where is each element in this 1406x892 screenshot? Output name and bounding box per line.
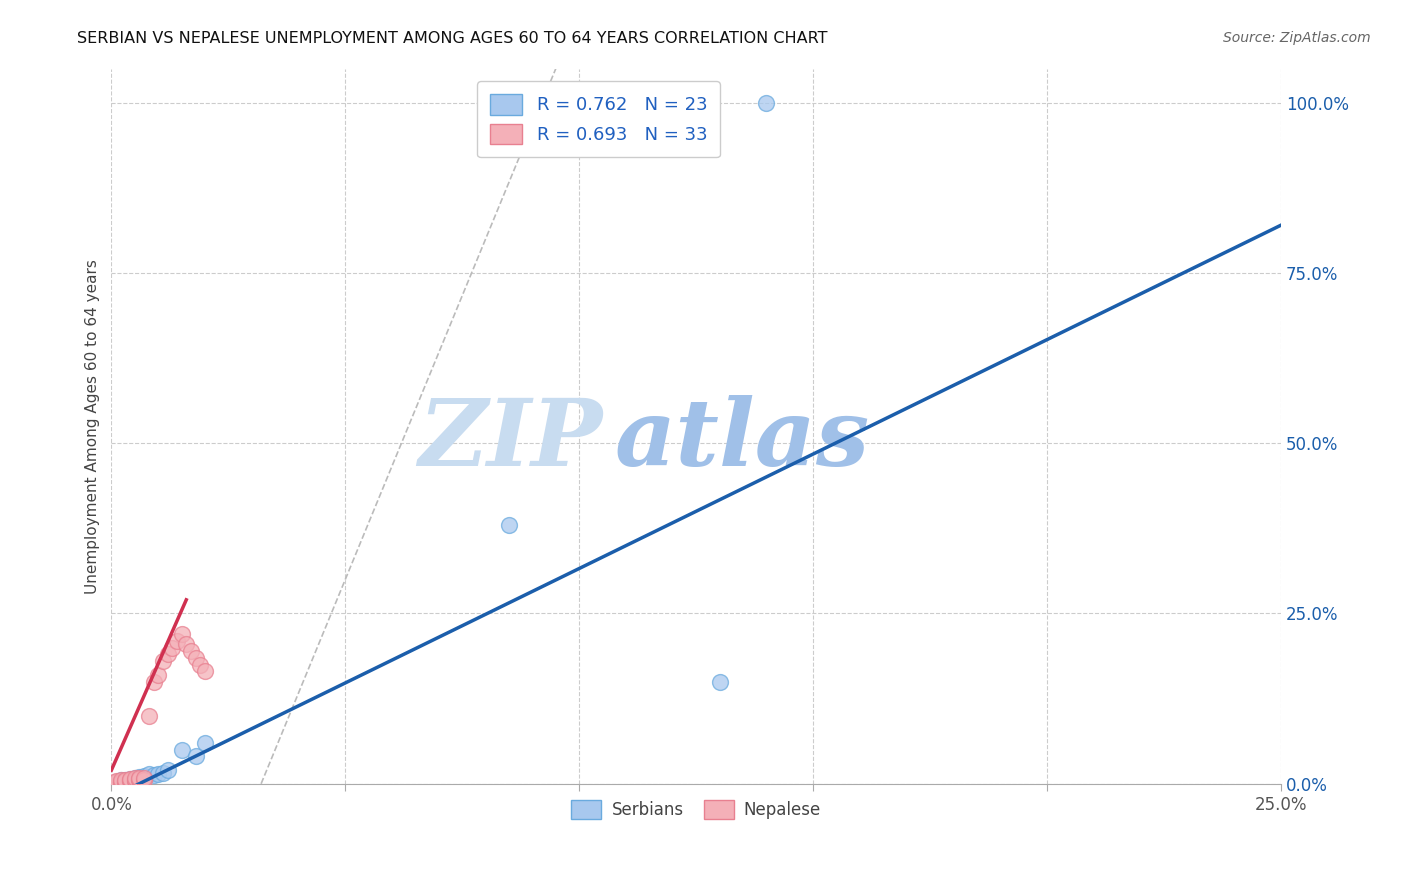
- Point: [142, 768, 165, 782]
- Point: [120, 773, 142, 788]
- Point: [156, 648, 179, 662]
- Point: [124, 772, 146, 787]
- Point: [105, 774, 128, 789]
- Point: [120, 772, 142, 786]
- Point: [128, 773, 150, 788]
- Point: [110, 775, 132, 789]
- Point: [498, 517, 520, 532]
- Point: [114, 772, 136, 787]
- Legend: Serbians, Nepalese: Serbians, Nepalese: [565, 793, 828, 825]
- Point: [160, 640, 183, 655]
- Point: [124, 772, 146, 787]
- Y-axis label: Unemployment Among Ages 60 to 64 years: Unemployment Among Ages 60 to 64 years: [86, 259, 100, 593]
- Point: [120, 772, 142, 786]
- Point: [148, 667, 170, 681]
- Point: [156, 763, 179, 777]
- Point: [138, 767, 160, 781]
- Point: [128, 771, 150, 785]
- Point: [166, 633, 188, 648]
- Point: [170, 627, 193, 641]
- Point: [755, 95, 778, 110]
- Point: [124, 774, 146, 789]
- Point: [138, 708, 160, 723]
- Point: [128, 772, 150, 786]
- Point: [105, 774, 128, 789]
- Point: [184, 749, 207, 764]
- Point: [120, 774, 142, 789]
- Text: SERBIAN VS NEPALESE UNEMPLOYMENT AMONG AGES 60 TO 64 YEARS CORRELATION CHART: SERBIAN VS NEPALESE UNEMPLOYMENT AMONG A…: [77, 31, 828, 46]
- Text: atlas: atlas: [614, 395, 869, 485]
- Point: [105, 775, 128, 789]
- Point: [180, 644, 202, 658]
- Point: [170, 742, 193, 756]
- Point: [194, 736, 217, 750]
- Point: [105, 775, 128, 789]
- Text: Source: ZipAtlas.com: Source: ZipAtlas.com: [1223, 31, 1371, 45]
- Point: [184, 650, 207, 665]
- Point: [110, 774, 132, 789]
- Point: [110, 773, 132, 788]
- Point: [114, 774, 136, 789]
- Point: [152, 765, 174, 780]
- Text: ZIP: ZIP: [419, 395, 603, 485]
- Point: [120, 773, 142, 788]
- Point: [152, 654, 174, 668]
- Point: [709, 674, 731, 689]
- Point: [188, 657, 211, 672]
- Point: [134, 772, 156, 786]
- Point: [148, 766, 170, 780]
- Point: [134, 768, 156, 782]
- Point: [174, 637, 197, 651]
- Point: [142, 674, 165, 689]
- Point: [114, 772, 136, 787]
- Point: [124, 772, 146, 786]
- Point: [128, 770, 150, 784]
- Point: [134, 772, 156, 787]
- Point: [110, 773, 132, 788]
- Point: [110, 774, 132, 789]
- Point: [114, 774, 136, 789]
- Point: [114, 774, 136, 789]
- Point: [124, 772, 146, 786]
- Point: [194, 665, 217, 679]
- Point: [105, 774, 128, 789]
